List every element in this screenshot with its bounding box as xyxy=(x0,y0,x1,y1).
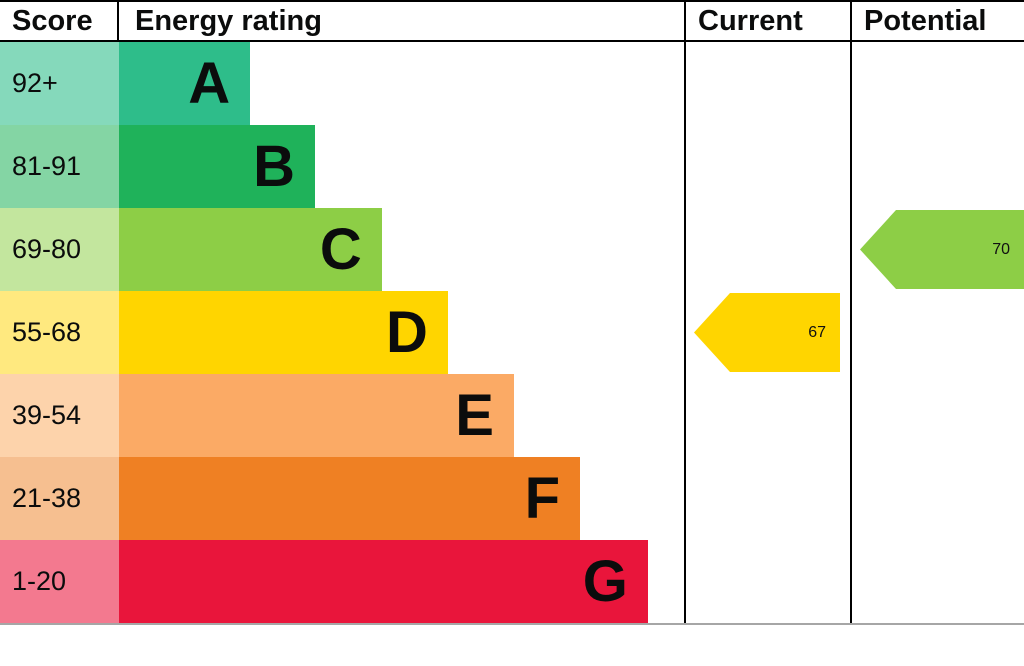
band-bar: A xyxy=(119,42,251,125)
current-column: 67 xyxy=(684,42,850,623)
band-letter: E xyxy=(455,382,494,448)
band-score-range: 69-80 xyxy=(0,208,119,291)
band-score-range: 1-20 xyxy=(0,540,119,623)
band-score-range: 81-91 xyxy=(0,125,119,208)
band-bar-area: F xyxy=(119,457,684,540)
band-bar: F xyxy=(119,457,581,540)
potential-arrow: 70 xyxy=(860,210,1024,289)
band-bar: E xyxy=(119,374,514,457)
potential-value: 70 xyxy=(992,240,1010,258)
header-current: Current xyxy=(684,2,850,40)
band-bar: B xyxy=(119,125,316,208)
band-bar-area: A xyxy=(119,42,684,125)
band-score-range: 39-54 xyxy=(0,374,119,457)
band-bar: C xyxy=(119,208,382,291)
band-row-g: 1-20 G xyxy=(0,540,684,623)
band-letter: C xyxy=(319,216,362,282)
band-bar-area: C xyxy=(119,208,684,291)
band-bar-area: B xyxy=(119,125,684,208)
band-row-a: 92+ A xyxy=(0,42,684,125)
band-letter: D xyxy=(385,299,428,365)
band-bar-area: G xyxy=(119,540,684,623)
band-letter: A xyxy=(188,50,231,116)
band-row-b: 81-91 B xyxy=(0,125,684,208)
band-letter: B xyxy=(253,133,296,199)
current-arrow: 67 xyxy=(694,293,840,372)
header-potential: Potential xyxy=(850,2,1024,40)
header-row: Score Energy rating Current Potential xyxy=(0,0,1024,42)
band-score-range: 92+ xyxy=(0,42,119,125)
band-bar: G xyxy=(119,540,648,623)
current-value: 67 xyxy=(808,323,826,341)
band-row-f: 21-38 F xyxy=(0,457,684,540)
header-score: Score xyxy=(0,2,119,40)
potential-column: 70 xyxy=(850,42,1024,623)
band-score-range: 55-68 xyxy=(0,291,119,374)
band-row-d: 55-68 D xyxy=(0,291,684,374)
header-energy-rating: Energy rating xyxy=(135,4,322,37)
band-bar-area: D xyxy=(119,291,684,374)
band-bar-area: E xyxy=(119,374,684,457)
band-bar: D xyxy=(119,291,448,374)
band-letter: F xyxy=(524,465,561,531)
chart-body: 92+ A 81-91 B 69-80 xyxy=(0,42,1024,625)
band-letter: G xyxy=(582,548,628,614)
band-list: 92+ A 81-91 B 69-80 xyxy=(0,42,684,623)
band-score-range: 21-38 xyxy=(0,457,119,540)
band-row-e: 39-54 E xyxy=(0,374,684,457)
band-row-c: 69-80 C xyxy=(0,208,684,291)
